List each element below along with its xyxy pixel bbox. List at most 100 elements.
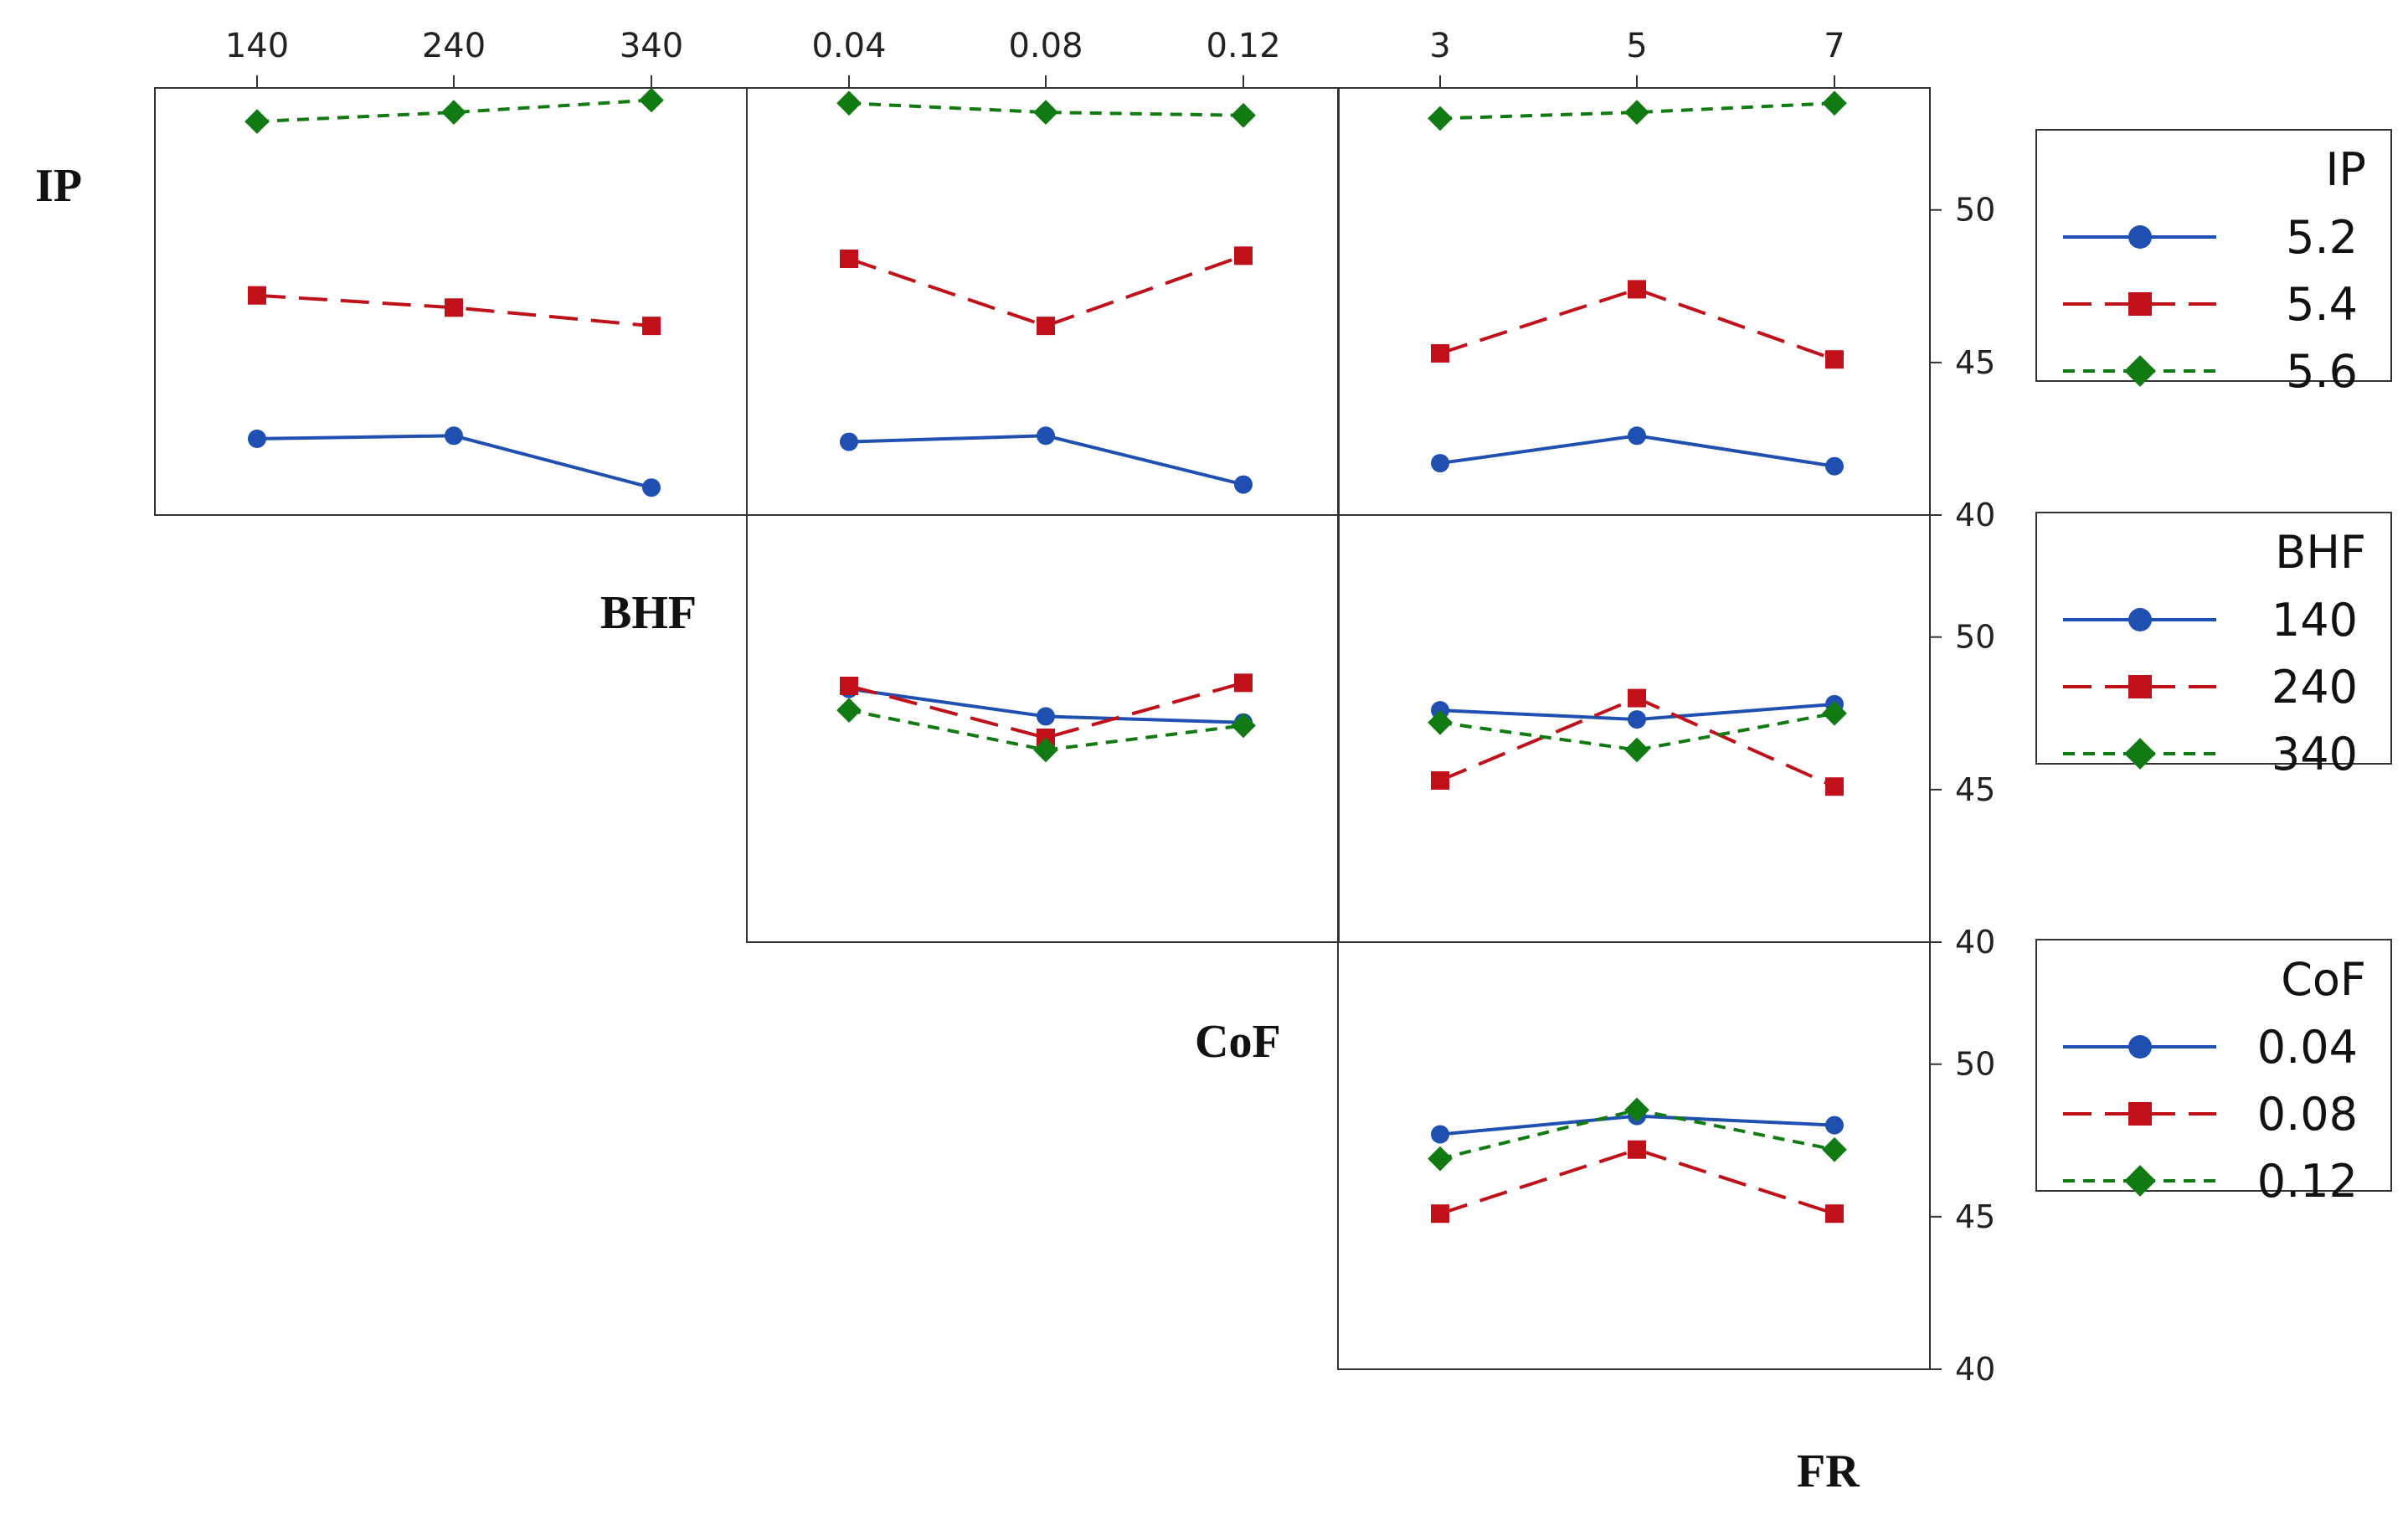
data-point-5.4-0	[1431, 343, 1449, 363]
right-tick-label: 40	[1955, 1351, 1995, 1388]
data-point-240-2	[1825, 777, 1844, 796]
data-point-5.2-0	[840, 432, 858, 451]
data-point-5.6-1	[1033, 100, 1058, 125]
data-point-5.4-0	[840, 250, 858, 268]
data-point-340-0	[1428, 709, 1453, 735]
data-point-340-0	[836, 698, 862, 723]
series-line-5.6	[256, 98, 652, 124]
top-tick-label: 140	[225, 27, 289, 65]
top-tick-label: 0.08	[1008, 27, 1083, 65]
data-point-5.2-0	[248, 429, 266, 448]
panel-r0-c0	[154, 87, 748, 516]
data-point-340-2	[1231, 713, 1256, 739]
legend-marker	[2128, 225, 2152, 249]
legend-marker	[2128, 675, 2152, 698]
legend-marker	[2124, 738, 2156, 770]
data-point-240-2	[1234, 673, 1253, 693]
right-tick-label: 45	[1955, 344, 1995, 381]
data-point-5.2-2	[642, 478, 661, 497]
data-point-0.08-0	[1431, 1204, 1449, 1224]
legend-cof: CoF 0.04 0.08 0.12	[2035, 939, 2392, 1208]
legend-marker	[2128, 1035, 2152, 1059]
legend-marker	[2124, 355, 2156, 387]
top-tick-label: 3	[1429, 27, 1450, 65]
data-point-240-1	[1628, 688, 1646, 708]
data-point-0.08-1	[1628, 1140, 1646, 1159]
right-tick-label: 45	[1955, 771, 1995, 808]
panel-frame	[746, 87, 1340, 516]
series-line-240	[848, 681, 1244, 740]
legend-box	[2035, 512, 2392, 765]
series-line-5.6	[1439, 101, 1835, 121]
data-point-5.4-2	[1825, 350, 1844, 369]
data-point-240-0	[1431, 770, 1449, 790]
series-line-5.4	[848, 254, 1244, 328]
series-line-5.4	[1439, 287, 1835, 362]
legend-entry-label: 240	[2272, 661, 2358, 714]
data-point-5.4-1	[1628, 280, 1646, 299]
series-line-5.6	[848, 101, 1244, 117]
data-point-5.2-2	[1825, 456, 1844, 476]
legend-title: CoF	[2281, 953, 2366, 1006]
legend-bhf: BHF 140 240 340	[2035, 512, 2392, 781]
data-point-5.4-2	[642, 317, 661, 336]
data-point-5.4-0	[248, 286, 266, 305]
row-label-ip: IP	[35, 160, 82, 212]
top-tick-label: 0.12	[1206, 27, 1280, 65]
legend-box	[2035, 129, 2392, 382]
panels-layer	[154, 87, 1931, 1370]
series-line-0.08	[1439, 1147, 1835, 1216]
panel-frame	[1337, 87, 1931, 516]
legends-layer: IP 5.2 5.4 5.6 BHF 140 240 340 CoF 0.04 0.08 0.12	[2035, 129, 2392, 1208]
data-point-5.2-1	[1037, 426, 1055, 446]
legend-marker	[2128, 608, 2152, 631]
row-label-cof: CoF	[1195, 1016, 1281, 1068]
data-point-5.2-2	[1234, 475, 1253, 494]
right-tick-label: 40	[1955, 497, 1995, 533]
data-point-240-0	[840, 677, 858, 695]
panel-r1-c1	[746, 514, 1340, 943]
data-point-0.12-1	[1624, 1097, 1649, 1123]
series-line-5.4	[256, 293, 652, 328]
data-point-5.6-0	[836, 90, 862, 116]
data-point-0.04-2	[1825, 1116, 1844, 1135]
data-point-140-1	[1037, 707, 1055, 726]
data-point-0.04-0	[1431, 1125, 1449, 1144]
legend-entry-label: 0.04	[2257, 1021, 2358, 1074]
right-tick-label: 40	[1955, 924, 1995, 961]
legend-entry-label: 0.12	[2257, 1155, 2358, 1208]
legend-entry-label: 5.4	[2286, 278, 2358, 331]
legend-title: IP	[2326, 143, 2367, 196]
data-point-5.6-2	[1231, 102, 1256, 128]
top-tick-label: 340	[620, 27, 683, 65]
row-label-bhf: BHF	[600, 587, 697, 639]
legend-marker	[2124, 1165, 2156, 1197]
legend-entry-label: 340	[2272, 728, 2358, 781]
data-point-0.08-2	[1825, 1204, 1844, 1224]
top-tick-label: 240	[422, 27, 486, 65]
top-tick-label: 0.04	[811, 27, 886, 65]
right-tick-label: 50	[1955, 1046, 1995, 1083]
legend-marker	[2128, 292, 2152, 316]
panel-r0-c2	[1337, 87, 1931, 516]
panel-frame	[1337, 514, 1931, 943]
legend-ip: IP 5.2 5.4 5.6	[2035, 129, 2392, 398]
data-point-340-2	[1822, 700, 1847, 726]
column-label-fr: FR	[1797, 1445, 1860, 1497]
right-tick-label: 50	[1955, 192, 1995, 229]
data-point-5.2-1	[1628, 426, 1646, 446]
data-point-5.4-2	[1234, 246, 1253, 265]
data-point-5.4-1	[445, 298, 463, 317]
axes-layer: 140 240 340 0.04 0.08 0.12 3 5 7 40 45 50 40 45 50 40 45…	[225, 27, 1996, 1388]
data-point-5.6-0	[244, 109, 270, 134]
legend-box	[2035, 939, 2392, 1192]
right-tick-label: 45	[1955, 1198, 1995, 1235]
data-point-340-1	[1033, 737, 1058, 763]
legend-entry-label: 140	[2272, 594, 2358, 647]
data-point-5.2-0	[1431, 454, 1449, 473]
legend-marker	[2128, 1102, 2152, 1126]
top-tick-label: 7	[1824, 27, 1845, 65]
top-tick-label: 5	[1626, 27, 1647, 65]
right-tick-label: 50	[1955, 619, 1995, 656]
